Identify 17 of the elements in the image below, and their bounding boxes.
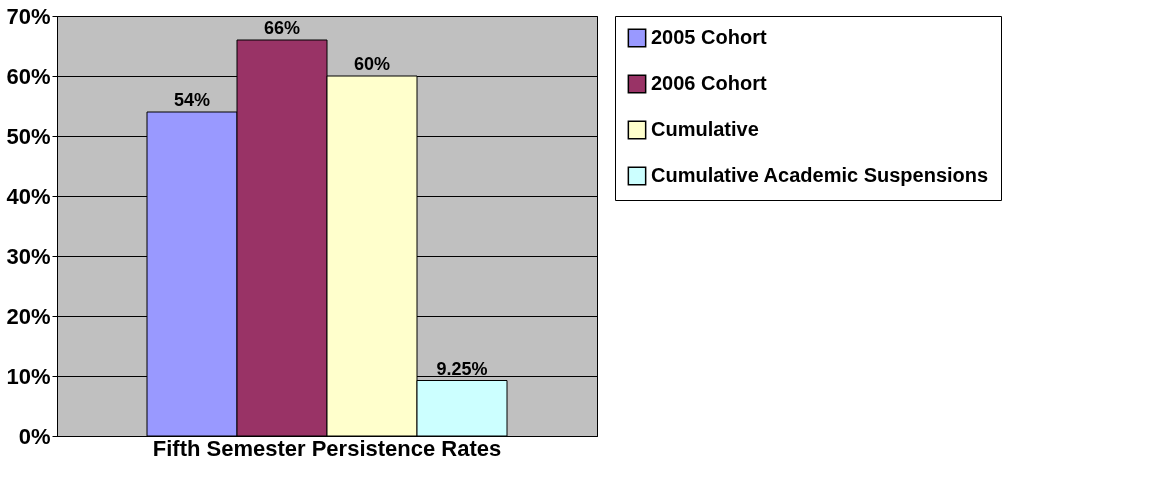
y-tick-label: 60% xyxy=(6,63,51,89)
data-label: 66% xyxy=(263,18,301,38)
y-tick-label: 40% xyxy=(6,183,51,209)
x-tick-label: Fifth Semester Persistence Rates xyxy=(152,435,502,461)
data-label: 54% xyxy=(173,90,211,110)
y-tick-label: 10% xyxy=(6,363,51,389)
y-tick-label: 70% xyxy=(6,3,51,29)
legend-label: Cumulative xyxy=(651,118,759,140)
y-tick-label: 20% xyxy=(6,303,51,329)
y-tick-label: 50% xyxy=(6,123,51,149)
legend-label: Cumulative Academic Suspensions xyxy=(651,164,989,186)
data-label: 9.25% xyxy=(436,358,488,379)
legend-label: 2005 Cohort xyxy=(651,26,767,48)
legend-label: 2006 Cohort xyxy=(651,72,767,94)
y-tick-label: 0% xyxy=(18,423,51,449)
data-label: 60% xyxy=(353,54,391,74)
y-tick-label: 30% xyxy=(6,243,51,269)
